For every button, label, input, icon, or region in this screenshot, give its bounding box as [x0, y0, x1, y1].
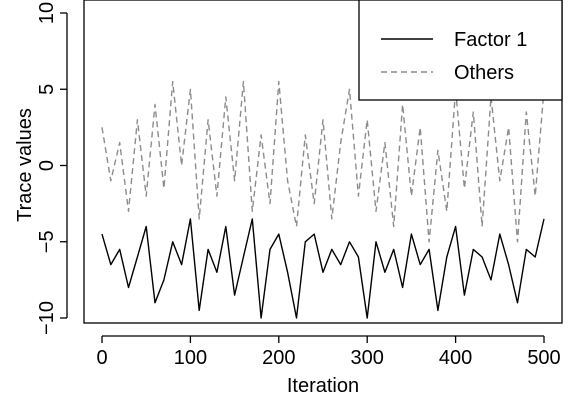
legend: Factor 1 Others — [358, 0, 563, 101]
x-axis: 0 100 200 300 400 500 — [96, 335, 561, 369]
y-axis-title: Trace values — [14, 108, 36, 222]
plot-frame — [83, 0, 563, 324]
x-tick-label: 400 — [439, 347, 472, 369]
legend-label-factor-1: Factor 1 — [454, 29, 527, 51]
series-layer — [101, 80, 545, 319]
y-tick-label: 10 — [36, 2, 58, 24]
y-tick-label: 0 — [36, 160, 58, 171]
y-tick-label: −10 — [36, 301, 58, 335]
y-axis: −10 −5 0 5 10 — [36, 2, 68, 335]
legend-label-others: Others — [454, 62, 514, 84]
y-tick-label: 5 — [36, 84, 58, 95]
series-line-factor-1 — [101, 218, 545, 319]
x-tick-label: 500 — [527, 347, 560, 369]
legend-box — [358, 0, 563, 101]
x-axis-title: Iteration — [287, 375, 359, 397]
x-tick-label: 200 — [262, 347, 295, 369]
x-tick-label: 300 — [351, 347, 384, 369]
x-tick-label: 100 — [174, 347, 207, 369]
series-line-others — [101, 80, 545, 243]
x-tick-label: 0 — [96, 347, 107, 369]
y-tick-label: −5 — [36, 230, 58, 253]
